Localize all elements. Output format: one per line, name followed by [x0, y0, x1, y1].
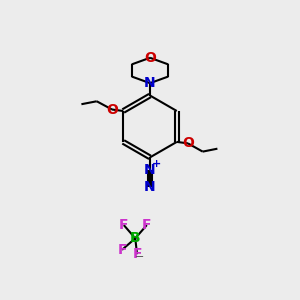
Text: N: N — [144, 163, 156, 177]
Text: +: + — [152, 159, 161, 170]
Text: B: B — [130, 231, 141, 245]
Text: F: F — [119, 218, 128, 232]
Text: O: O — [182, 136, 194, 150]
Text: F: F — [142, 218, 152, 232]
Text: N: N — [144, 76, 156, 90]
Text: F: F — [117, 243, 127, 257]
Text: O: O — [144, 51, 156, 65]
Text: F: F — [132, 247, 142, 261]
Text: N: N — [144, 180, 156, 194]
Text: O: O — [106, 103, 118, 116]
Text: −: − — [135, 252, 144, 262]
